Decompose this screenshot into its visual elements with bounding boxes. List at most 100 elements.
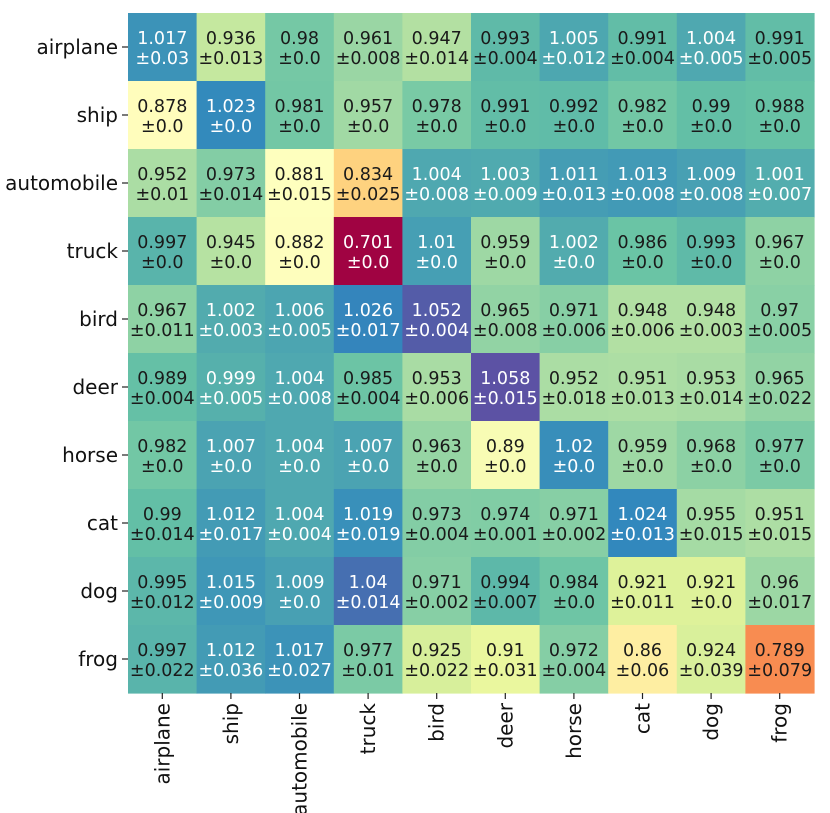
cell-error-label: ±0.0 <box>758 117 801 137</box>
cell-error-label: ±0.025 <box>336 185 401 205</box>
heatmap-cell-deer-airplane <box>128 353 198 422</box>
x-axis-tick-label: bird <box>425 703 449 742</box>
cell-error-label: ±0.005 <box>199 389 264 409</box>
cell-error-label: ±0.015 <box>747 525 812 545</box>
heatmap-cell-airplane-truck <box>333 13 403 82</box>
heatmap-cell-deer-bird <box>402 353 472 422</box>
cell-value-label: 0.967 <box>137 301 187 321</box>
heatmap-cell-frog-dog <box>676 625 746 694</box>
cell-value-label: 0.89 <box>486 437 525 457</box>
cell-error-label: ±0.0 <box>278 117 321 137</box>
heatmap-cell-horse-frog <box>745 421 815 490</box>
heatmap-cell-automobile-bird <box>402 149 472 218</box>
cell-error-label: ±0.007 <box>473 593 538 613</box>
x-axis-tick-label: horse <box>562 703 586 759</box>
cell-error-label: ±0.006 <box>404 389 469 409</box>
heatmap-cell-automobile-ship <box>196 149 266 218</box>
heatmap-cell-dog-frog <box>745 557 815 626</box>
cell-error-label: ±0.0 <box>141 117 184 137</box>
cell-value-label: 0.963 <box>412 437 462 457</box>
cell-error-label: ±0.036 <box>199 661 264 681</box>
cell-error-label: ±0.0 <box>210 253 253 273</box>
heatmap-cell-cat-dog <box>676 489 746 558</box>
cell-value-label: 0.977 <box>343 641 393 661</box>
heatmap-cell-airplane-ship <box>196 13 266 82</box>
cell-error-label: ±0.01 <box>341 661 395 681</box>
cell-error-label: ±0.0 <box>690 457 733 477</box>
cell-error-label: ±0.014 <box>130 525 195 545</box>
heatmap-cell-bird-cat <box>608 285 678 354</box>
cell-value-label: 0.957 <box>343 97 393 117</box>
cell-error-label: ±0.013 <box>610 525 675 545</box>
heatmap-cell-airplane-automobile <box>265 13 335 82</box>
cell-error-label: ±0.017 <box>199 525 264 545</box>
cell-value-label: 0.952 <box>549 369 599 389</box>
cell-error-label: ±0.0 <box>690 593 733 613</box>
x-axis-tick-label: airplane <box>150 703 174 785</box>
cell-error-label: ±0.0 <box>141 457 184 477</box>
cell-value-label: 0.948 <box>686 301 736 321</box>
heatmap-cell-frog-bird <box>402 625 472 694</box>
cell-error-label: ±0.06 <box>616 661 670 681</box>
cell-error-label: ±0.0 <box>621 117 664 137</box>
cell-value-label: 0.951 <box>755 505 805 525</box>
cell-error-label: ±0.0 <box>690 253 733 273</box>
cell-error-label: ±0.003 <box>679 321 744 341</box>
cell-error-label: ±0.003 <box>199 321 264 341</box>
cell-value-label: 0.993 <box>686 233 736 253</box>
cell-value-label: 0.98 <box>280 29 319 49</box>
cell-value-label: 1.004 <box>412 165 462 185</box>
heatmap-cell-dog-dog <box>676 557 746 626</box>
x-axis-tick-label: frog <box>768 703 792 743</box>
cell-value-label: 0.948 <box>617 301 667 321</box>
heatmap-cell-bird-dog <box>676 285 746 354</box>
heatmap-cell-deer-cat <box>608 353 678 422</box>
cell-error-label: ±0.0 <box>347 117 390 137</box>
cell-value-label: 0.973 <box>412 505 462 525</box>
heatmap-cell-frog-cat <box>608 625 678 694</box>
heatmap-cell-ship-ship <box>196 81 266 150</box>
cell-value-label: 1.002 <box>206 301 256 321</box>
cell-error-label: ±0.005 <box>267 321 332 341</box>
heatmap-cell-ship-truck <box>333 81 403 150</box>
cell-error-label: ±0.0 <box>415 457 458 477</box>
cell-error-label: ±0.019 <box>336 525 401 545</box>
cell-value-label: 0.997 <box>137 233 187 253</box>
heatmap-cell-dog-truck <box>333 557 403 626</box>
cell-error-label: ±0.008 <box>404 185 469 205</box>
heatmap-cell-truck-deer <box>471 217 541 286</box>
cell-error-label: ±0.009 <box>473 185 538 205</box>
cell-value-label: 0.99 <box>692 97 731 117</box>
cell-error-label: ±0.0 <box>210 457 253 477</box>
cell-value-label: 1.012 <box>206 505 256 525</box>
cell-value-label: 0.701 <box>343 233 393 253</box>
cell-error-label: ±0.018 <box>542 389 607 409</box>
cell-error-label: ±0.008 <box>267 389 332 409</box>
cell-value-label: 0.991 <box>617 29 667 49</box>
cell-value-label: 0.97 <box>760 301 799 321</box>
heatmap-cell-automobile-horse <box>539 149 609 218</box>
cell-error-label: ±0.0 <box>278 593 321 613</box>
cell-error-label: ±0.007 <box>747 185 812 205</box>
cell-error-label: ±0.0 <box>484 457 527 477</box>
cell-value-label: 0.984 <box>549 573 599 593</box>
cell-value-label: 0.985 <box>343 369 393 389</box>
heatmap-cell-horse-bird <box>402 421 472 490</box>
heatmap-cell-dog-cat <box>608 557 678 626</box>
heatmap-cell-ship-frog <box>745 81 815 150</box>
y-axis-tick-label: cat <box>87 511 118 535</box>
cell-value-label: 0.986 <box>617 233 667 253</box>
heatmap-cell-horse-airplane <box>128 421 198 490</box>
cell-error-label: ±0.013 <box>610 389 675 409</box>
cell-value-label: 0.994 <box>480 573 530 593</box>
heatmap-cell-bird-frog <box>745 285 815 354</box>
cell-error-label: ±0.0 <box>553 253 596 273</box>
heatmap-cell-automobile-truck <box>333 149 403 218</box>
cell-error-label: ±0.015 <box>679 525 744 545</box>
heatmap-cell-truck-automobile <box>265 217 335 286</box>
heatmap-cell-airplane-cat <box>608 13 678 82</box>
heatmap-cell-bird-bird <box>402 285 472 354</box>
heatmap-cell-airplane-deer <box>471 13 541 82</box>
cell-value-label: 1.006 <box>274 301 324 321</box>
heatmap-cell-automobile-airplane <box>128 149 198 218</box>
